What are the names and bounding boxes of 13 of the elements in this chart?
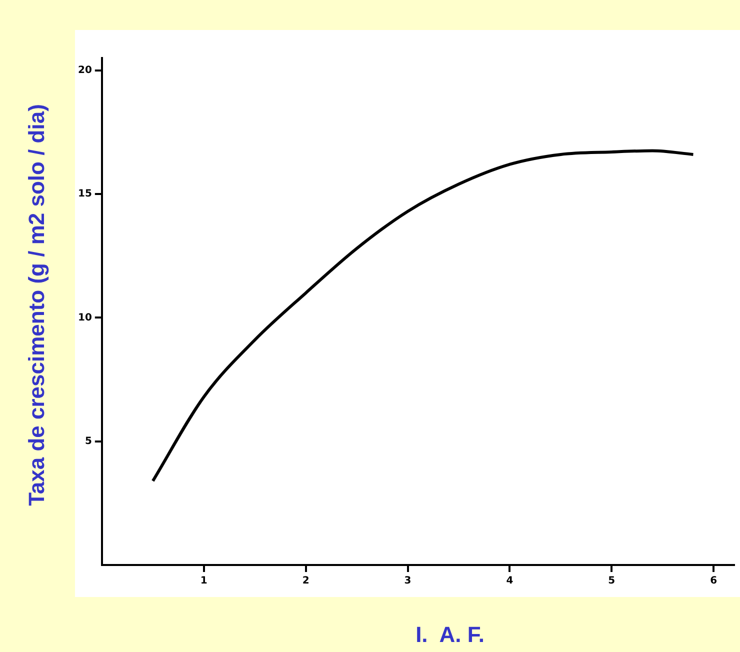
y-tick-label: 10 — [78, 312, 92, 324]
x-tick-label: 4 — [506, 576, 514, 587]
x-tick-label: 6 — [710, 576, 718, 587]
x-tick-label: 5 — [608, 576, 616, 587]
x-tick-label: 1 — [200, 576, 208, 587]
y-tick-label: 5 — [84, 436, 92, 447]
y-tick-label: 15 — [78, 188, 92, 200]
y-tick-label: 20 — [78, 64, 92, 76]
x-tick-label: 3 — [404, 576, 412, 587]
y-axis-title: Taxa de crescimento (g / m2 solo / dia) — [24, 104, 50, 506]
x-axis-title: I. A. F. — [416, 622, 484, 648]
line-series — [151, 149, 695, 482]
x-tick-label: 2 — [302, 576, 310, 587]
